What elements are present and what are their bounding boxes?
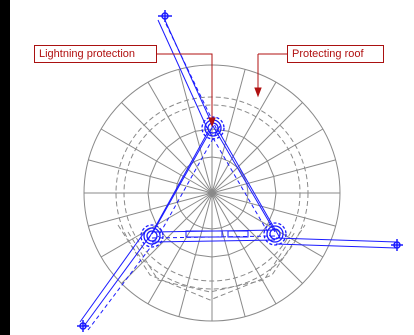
anchor-icon [158,10,172,22]
anchor-icon [391,239,403,251]
lightning-rod-icon [264,223,286,245]
callout-leaders [157,54,287,126]
tower-lattice [80,18,396,330]
lightning-rod-icon [141,225,163,247]
protecting-roof-label: Protecting roof [287,45,384,63]
lightning-protection-label: Lightning protection [34,45,157,63]
